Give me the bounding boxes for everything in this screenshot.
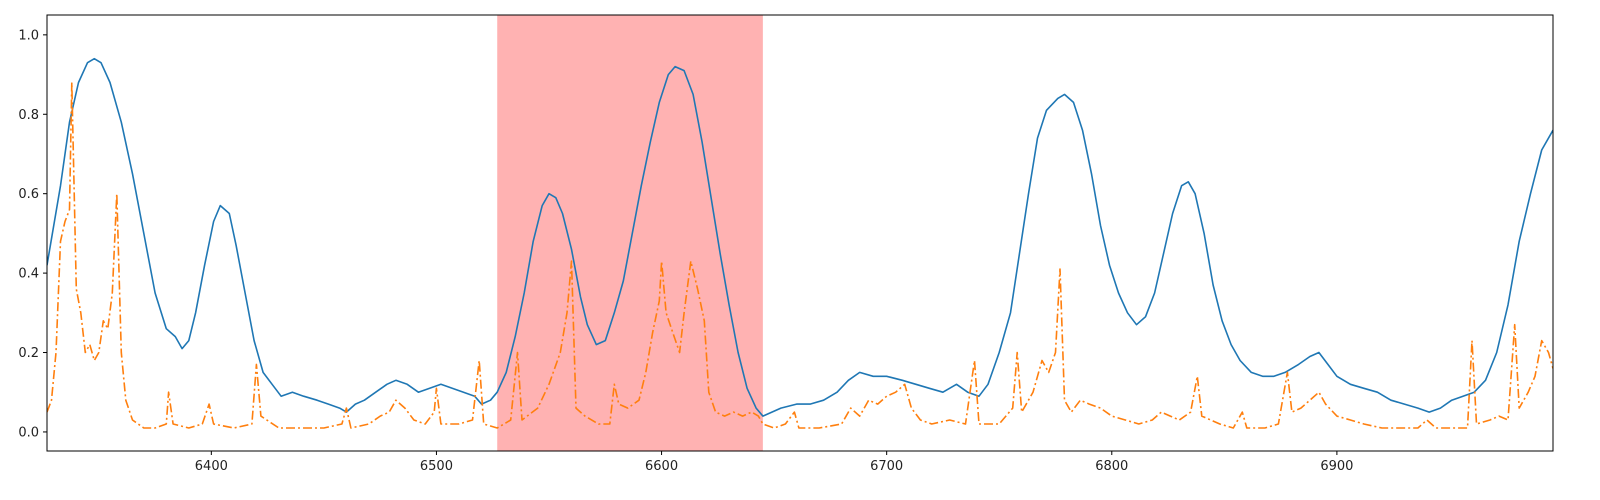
x-tick-label: 6600 [645, 459, 678, 474]
highlight-span-layer [497, 15, 763, 451]
x-tick-label: 6700 [870, 459, 903, 474]
y-tick-label: 0.0 [18, 425, 39, 440]
y-axis: 0.0 0.2 0.4 0.6 0.8 1.0 [18, 28, 47, 440]
y-tick-label: 0.4 [18, 267, 39, 282]
x-tick-label: 6500 [420, 459, 453, 474]
series-line-1 [47, 57, 1553, 417]
highlight-span [497, 15, 763, 451]
x-tick-label: 6800 [1095, 459, 1128, 474]
series-layer [47, 57, 1553, 429]
x-axis: 6400 6500 6600 6700 6800 6900 [195, 451, 1353, 474]
x-tick-label: 6900 [1320, 459, 1353, 474]
y-tick-label: 1.0 [18, 28, 39, 43]
plot-frame [46, 14, 1554, 452]
x-tick-label: 6400 [195, 459, 228, 474]
y-tick-label: 0.6 [18, 187, 39, 202]
series-line-2 [47, 81, 1553, 429]
y-tick-label: 0.8 [18, 108, 39, 123]
y-tick-label: 0.2 [18, 346, 39, 361]
